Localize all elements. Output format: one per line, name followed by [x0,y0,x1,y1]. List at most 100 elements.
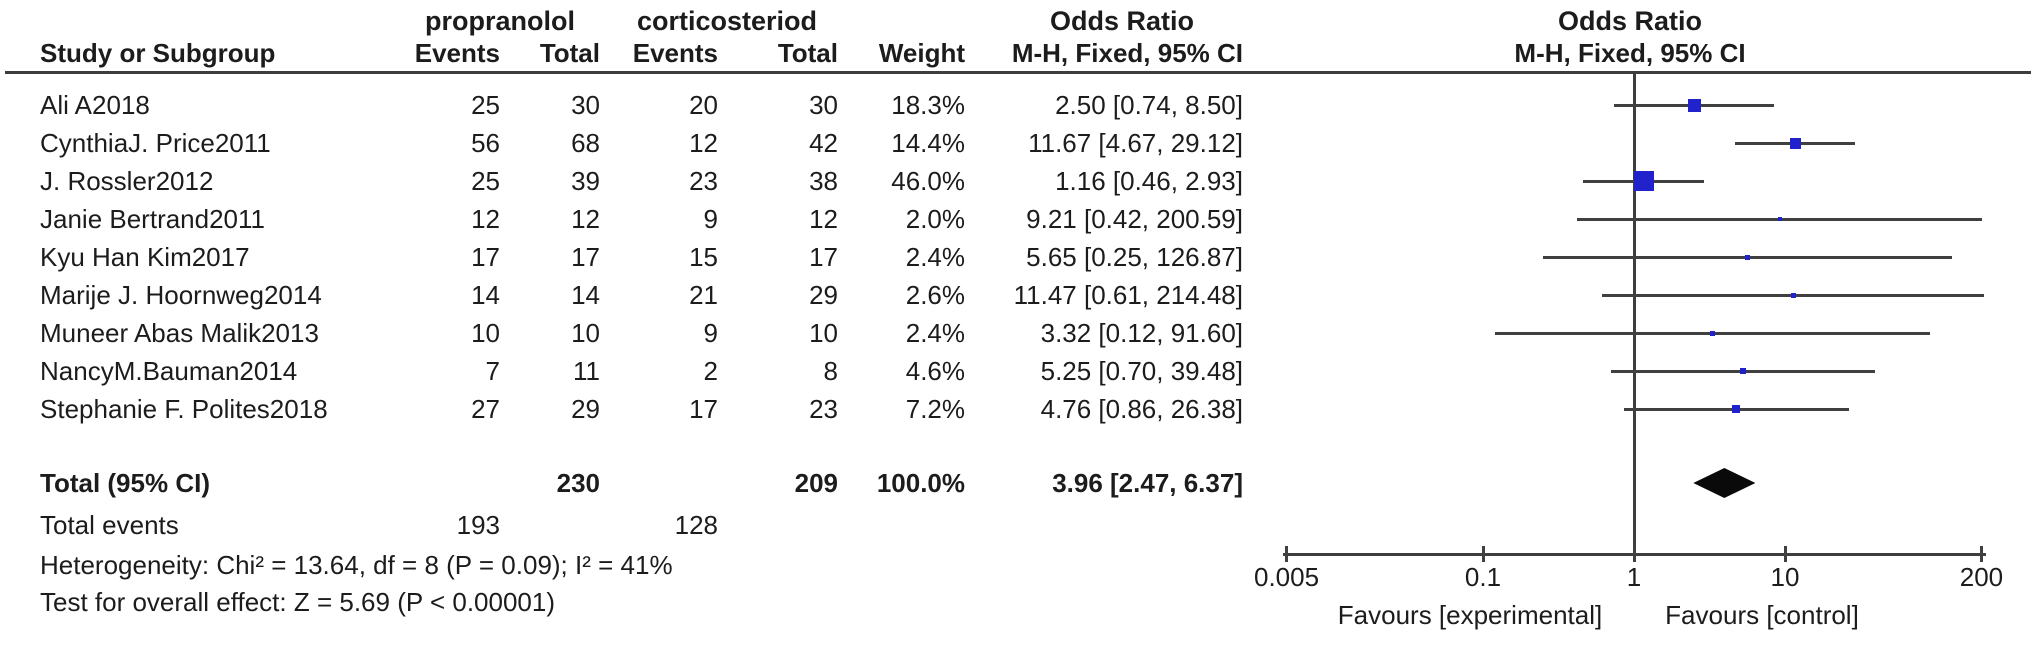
axis-tick [1285,546,1289,562]
group1-header: propranolol [425,6,575,36]
total1-cell: 12 [571,204,600,234]
pooled-effect-diamond [1693,468,1756,498]
axis-tick-label: 1 [1626,562,1642,592]
events2-cell: 2 [703,356,718,386]
events2-cell: 20 [689,90,718,120]
or-ci-cell: 5.25 [0.70, 39.48] [1040,356,1243,386]
axis-tick-label: 0.1 [1464,562,1502,592]
or-ci-cell: 4.76 [0.86, 26.38] [1040,394,1243,424]
events1-cell: 17 [471,242,500,272]
favours-left-label: Favours [experimental] [1337,600,1603,630]
total1-cell: 10 [571,318,600,348]
total-events-events2: 128 [674,510,718,540]
weight-cell: 2.4% [905,242,965,272]
study-row: NancyM.Bauman2014 7 11 2 8 4.6% 5.25 [0.70, 39… [40,352,1243,390]
study-row: Stephanie F. Polites2018 27 29 17 23 7.2% 4.76… [40,390,1243,428]
study-row: Kyu Han Kim2017 17 17 15 17 2.4% 5.65 [0.25, 1… [40,238,1243,276]
plot-method-header: M-H, Fixed, 95% CI [1514,38,1746,68]
events2-cell: 21 [689,280,718,310]
or-ci-cell: 2.50 [0.74, 8.50] [1055,90,1243,120]
events2-cell: 17 [689,394,718,424]
odds-ratio-plot-title: Odds Ratio [1557,6,1703,36]
effect-marker [1633,171,1654,191]
events2-cell: 23 [689,166,718,196]
weight-cell: 2.4% [905,318,965,348]
events2-cell: 12 [689,128,718,158]
total-weight: 100.0% [876,468,965,498]
weight-cell: 2.0% [905,204,965,234]
study-name: CynthiaJ. Price2011 [40,128,271,158]
total2-cell: 38 [809,166,838,196]
study-row: J. Rossler2012 25 39 23 38 46.0% 1.16 [0.46, 2… [40,162,1243,200]
effect-marker [1745,254,1751,260]
weight-cell: 4.6% [905,356,965,386]
study-column-header: Study or Subgroup [40,38,276,68]
axis-tick-label: 0.005 [1253,562,1320,592]
null-effect-line [1633,74,1636,556]
study-name: J. Rossler2012 [40,166,214,196]
events2-cell: 9 [703,318,718,348]
axis-tick-label: 10 [1770,562,1800,592]
events2-cell: 15 [689,242,718,272]
total-total1: 230 [556,468,600,498]
effect-marker [1789,137,1801,149]
study-name: Kyu Han Kim2017 [40,242,250,272]
study-row: Marije J. Hoornweg2014 14 14 21 29 2.6% 11.47 … [40,276,1243,314]
axis-tick [1481,546,1485,562]
events2-cell: 9 [703,204,718,234]
study-name: Muneer Abas Malik2013 [40,318,319,348]
total1-column-header: Total [539,38,600,68]
study-row: Ali A2018 25 30 20 30 18.3% 2.50 [0.74, 8.50] [40,86,1243,124]
axis-tick [1783,546,1787,562]
or-ci-cell: 11.47 [0.61, 214.48] [1013,280,1243,310]
effect-marker [1777,217,1782,221]
total2-column-header: Total [777,38,838,68]
events1-cell: 10 [471,318,500,348]
favours-right-label: Favours [control] [1665,600,1859,630]
overall-effect-text: Test for overall effect: Z = 5.69 (P < 0… [40,587,555,617]
total2-cell: 42 [809,128,838,158]
weight-cell: 14.4% [891,128,965,158]
or-ci-cell: 5.65 [0.25, 126.87] [1026,242,1243,272]
weight-column-header: Weight [878,38,965,68]
total1-cell: 39 [571,166,600,196]
events1-column-header: Events [414,38,500,68]
axis-tick-label: 200 [1959,562,2004,592]
group2-header: corticosteriod [636,6,818,36]
or-ci-cell: 1.16 [0.46, 2.93] [1055,166,1243,196]
total1-cell: 30 [571,90,600,120]
total1-cell: 14 [571,280,600,310]
total1-cell: 17 [571,242,600,272]
total2-cell: 17 [809,242,838,272]
study-name: Janie Bertrand2011 [40,204,266,234]
total2-cell: 10 [809,318,838,348]
weight-cell: 2.6% [905,280,965,310]
events1-cell: 7 [485,356,500,386]
events2-column-header: Events [632,38,718,68]
study-name: NancyM.Bauman2014 [40,356,298,386]
study-name: Ali A2018 [40,90,150,120]
study-name: Marije J. Hoornweg2014 [40,280,322,310]
total2-cell: 29 [809,280,838,310]
effect-marker [1732,405,1741,413]
total-events-row: Total events 193 128 [40,506,1243,544]
total2-cell: 12 [809,204,838,234]
column-header-row: Study or Subgroup Events Total Events To… [40,36,1243,70]
heterogeneity-text: Heterogeneity: Chi² = 13.64, df = 8 (P =… [40,550,673,580]
study-name: Stephanie F. Polites2018 [40,394,328,424]
events1-cell: 12 [471,204,500,234]
or-ci-cell: 9.21 [0.42, 200.59] [1026,204,1243,234]
odds-ratio-column-title: Odds Ratio [1049,6,1195,36]
total2-cell: 30 [809,90,838,120]
total-events-label: Total events [40,510,179,540]
total2-cell: 23 [809,394,838,424]
header-rule [5,71,2031,74]
total1-cell: 68 [571,128,600,158]
total2-cell: 8 [823,356,838,386]
or-ci-cell: 11.67 [4.67, 29.12] [1028,128,1243,158]
effect-marker [1791,292,1797,298]
study-row: Muneer Abas Malik2013 10 10 9 10 2.4% 3.32 [0.… [40,314,1243,352]
or-ci-cell: 3.32 [0.12, 91.60] [1040,318,1243,348]
total-total2: 209 [794,468,838,498]
